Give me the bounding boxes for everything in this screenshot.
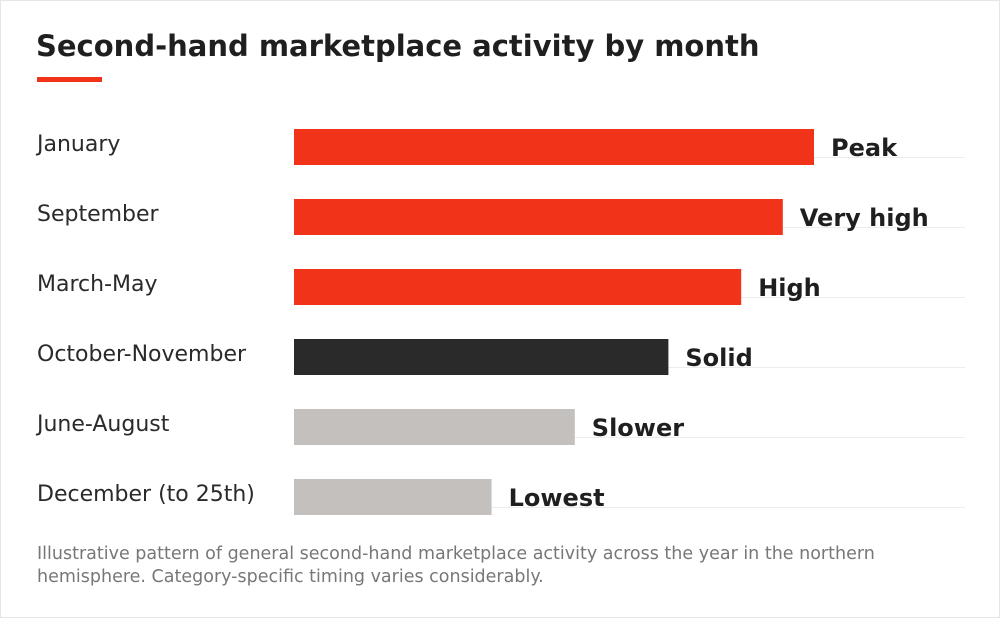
category-label: January bbox=[35, 132, 120, 157]
bar bbox=[294, 269, 742, 305]
chart-title: Second-hand marketplace activity by mont… bbox=[36, 29, 760, 63]
category-label: June-August bbox=[35, 412, 170, 437]
category-label: December (to 25th) bbox=[37, 482, 255, 507]
value-label: High bbox=[758, 274, 821, 302]
category-label: March-May bbox=[37, 272, 157, 297]
bar bbox=[294, 129, 814, 165]
bar bbox=[294, 479, 492, 515]
category-label: September bbox=[37, 202, 160, 227]
bar-chart: January Peak September Very high March-May Hi… bbox=[35, 129, 965, 515]
footnote: Illustrative pattern of general second-h… bbox=[37, 544, 875, 587]
value-label: Solid bbox=[685, 344, 752, 372]
value-label: Peak bbox=[831, 134, 898, 162]
category-label: October-November bbox=[37, 342, 247, 367]
bars-layer: January Peak September Very high March-May Hi… bbox=[35, 129, 965, 515]
title-accent-rule bbox=[37, 77, 102, 82]
value-label: Lowest bbox=[509, 484, 605, 512]
value-label: Slower bbox=[592, 414, 684, 442]
bar bbox=[294, 409, 575, 445]
bar bbox=[294, 339, 669, 375]
bar bbox=[294, 199, 783, 235]
value-label: Very high bbox=[800, 204, 929, 232]
